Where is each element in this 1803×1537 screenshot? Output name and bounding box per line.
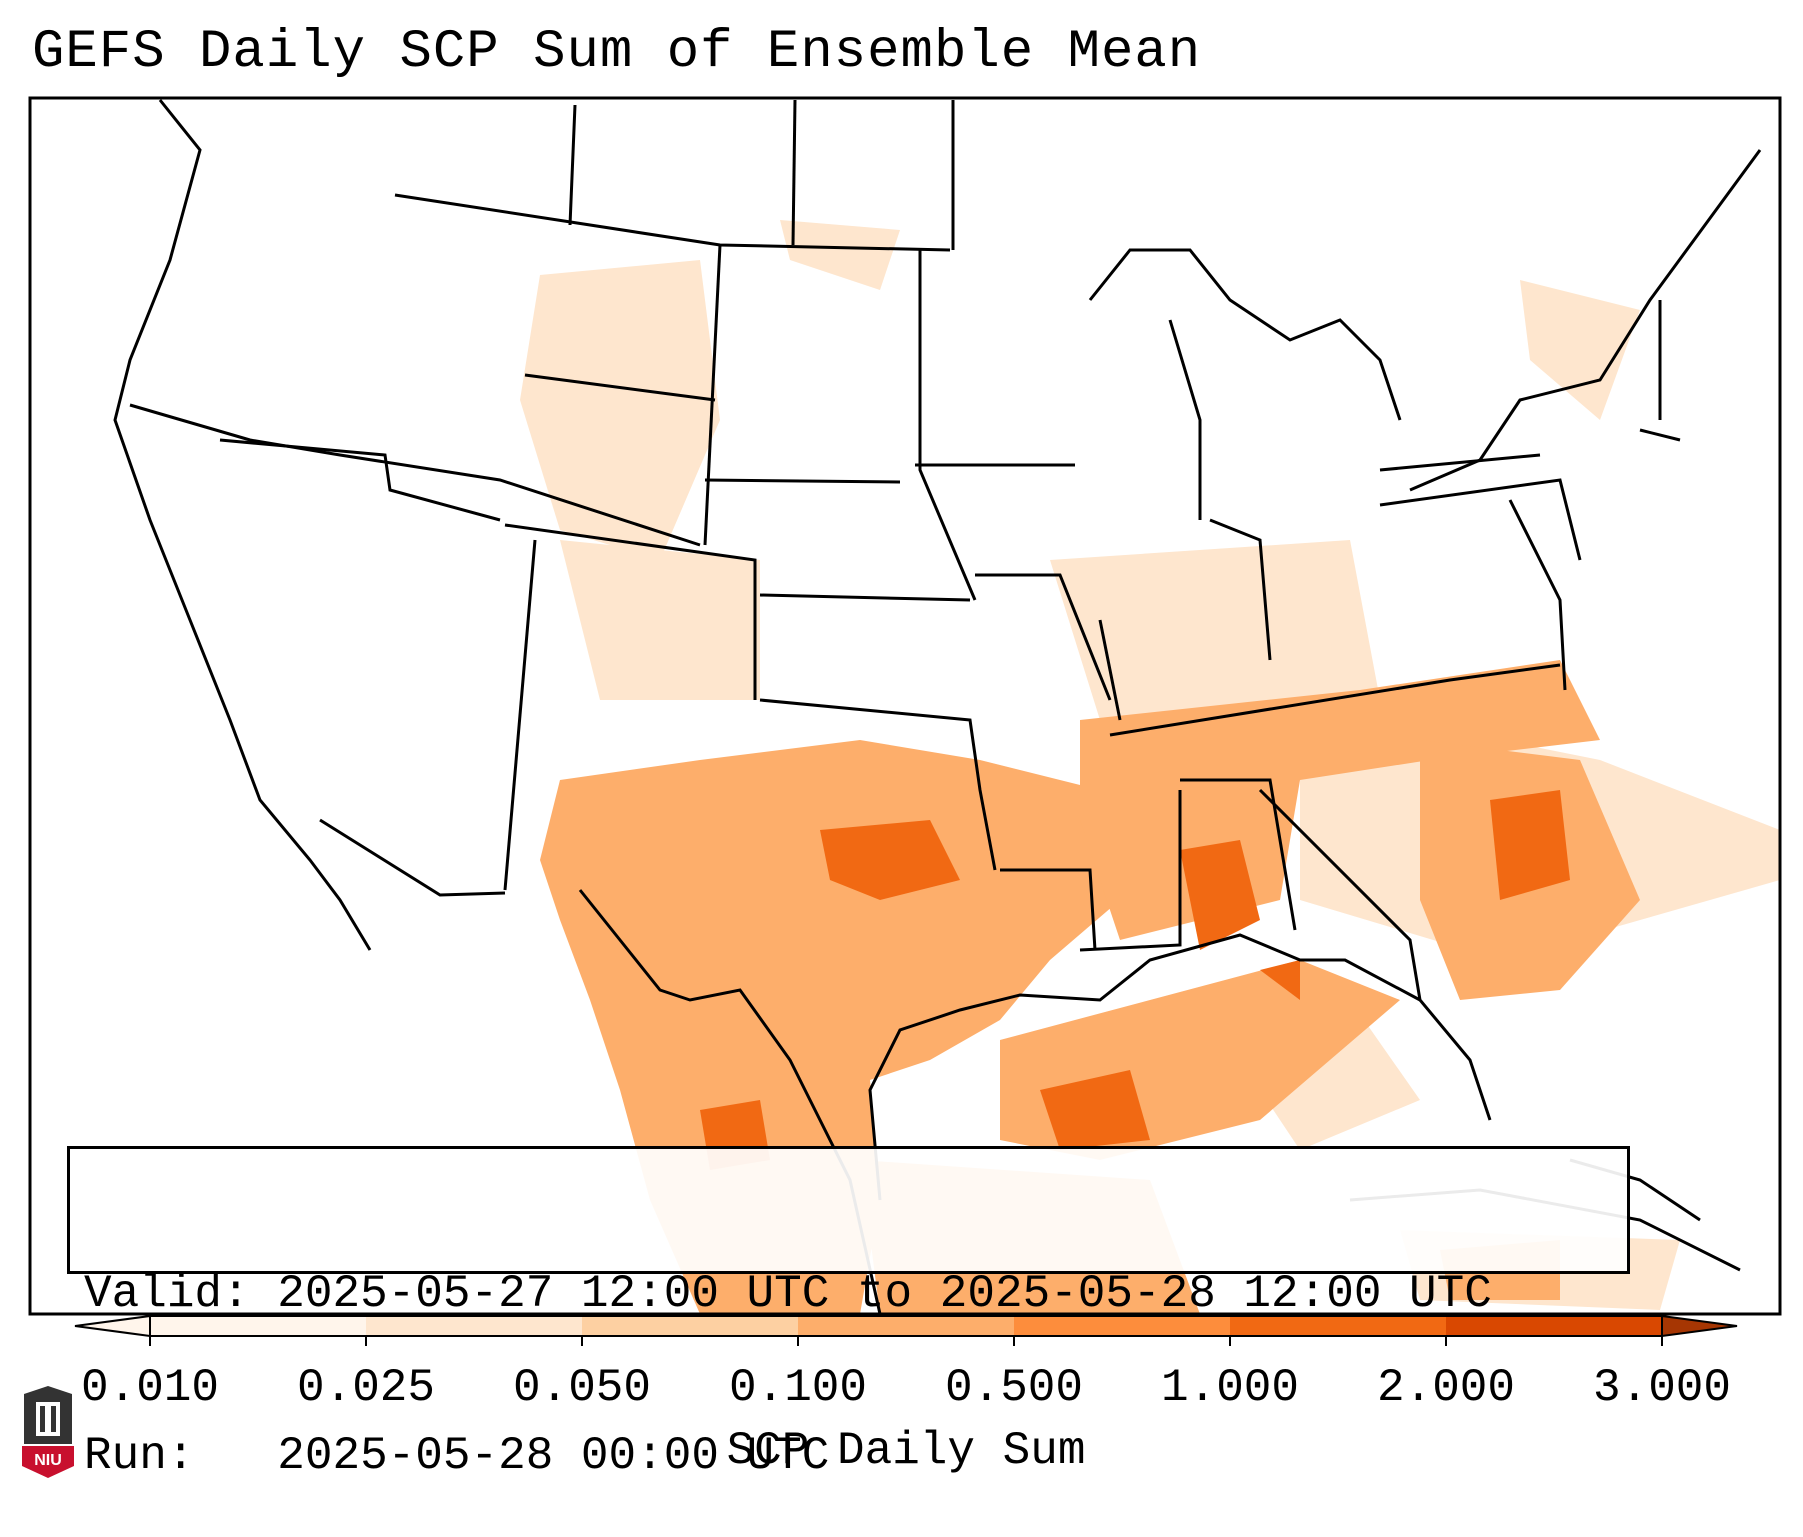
- niu-logo-icon: NIU: [22, 1386, 74, 1478]
- colorbar-tick-label: 0.050: [513, 1362, 651, 1414]
- run-value: 2025-05-28 00:00 UTC: [277, 1430, 830, 1482]
- colorbar-tick-label: 0.010: [81, 1362, 219, 1414]
- map-title: GEFS Daily SCP Sum of Ensemble Mean: [32, 22, 1202, 83]
- colorbar-tick-label: 0.500: [945, 1362, 1083, 1414]
- colorbar-segment: [366, 1316, 582, 1336]
- colorbar-border: [149, 1315, 1663, 1337]
- colorbar-segment: [798, 1316, 1014, 1336]
- run-row: Run: 2025-05-28 00:00 UTC: [84, 1429, 1613, 1483]
- valid-value: 2025-05-27 12:00 UTC to 2025-05-28 12:00…: [277, 1268, 1492, 1320]
- colorbar-tick-label: 0.100: [729, 1362, 867, 1414]
- colorbar-segment: [1014, 1316, 1230, 1336]
- colorbar-title: SCP Daily Sum: [727, 1425, 1086, 1477]
- run-label: Run:: [84, 1430, 195, 1482]
- svg-text:NIU: NIU: [34, 1452, 62, 1469]
- colorbar: 0.010 0.025 0.050 0.100 0.500 1.000 2.000 3.000…: [74, 1314, 1738, 1477]
- map-frame: [28, 96, 1782, 1316]
- colorbar-tick-label: 3.000: [1593, 1362, 1731, 1414]
- colorbar-segment: [582, 1316, 798, 1336]
- valid-row: Valid: 2025-05-27 12:00 UTC to 2025-05-2…: [84, 1267, 1613, 1321]
- colorbar-tick-label: 0.025: [297, 1362, 435, 1414]
- valid-info-box: Valid: 2025-05-27 12:00 UTC to 2025-05-2…: [67, 1146, 1630, 1482]
- colorbar-tick-label: 2.000: [1377, 1362, 1515, 1414]
- valid-label: Valid:: [84, 1268, 250, 1320]
- colorbar-extend-high: [1661, 1314, 1738, 1338]
- colorbar-segment: [1446, 1316, 1662, 1336]
- colorbar-tick-label: 1.000: [1161, 1362, 1299, 1414]
- colorbar-segment: [1230, 1316, 1446, 1336]
- colorbar-segment: [150, 1316, 366, 1336]
